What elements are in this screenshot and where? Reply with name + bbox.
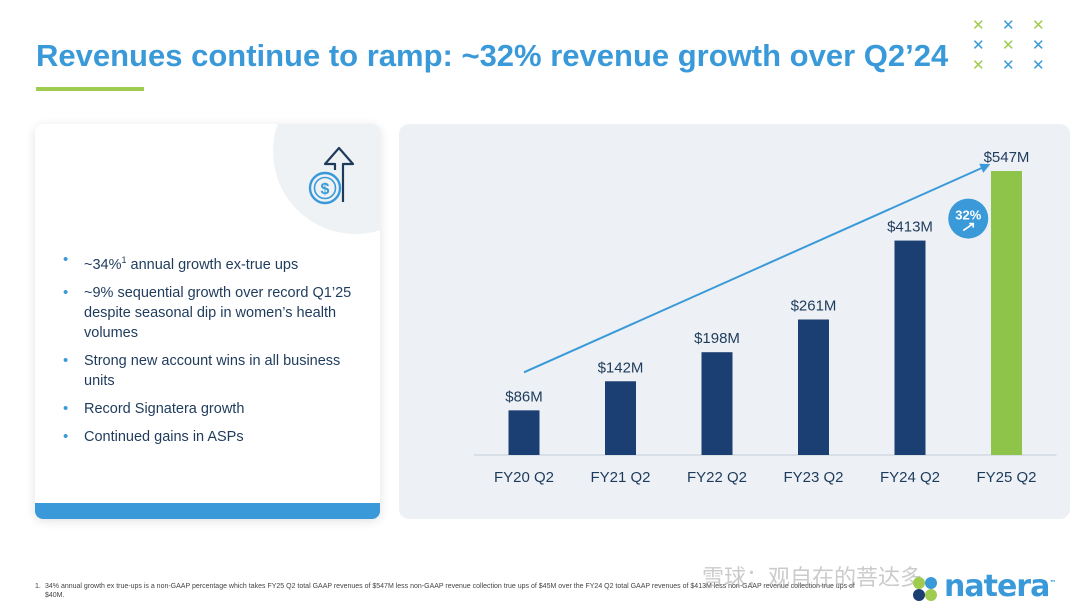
bar-value-label: $198M	[694, 330, 740, 347]
bullet-item: Continued gains in ASPs	[63, 427, 363, 447]
x-mark-icon: ✕	[1002, 57, 1015, 74]
bullet-text: ~9% sequential growth over record Q1’25 …	[84, 284, 352, 341]
natera-logo-mark-icon	[913, 577, 937, 601]
bar-fy24-q2	[894, 240, 926, 455]
bullet-text: ~34%	[84, 256, 122, 273]
bar-fy22-q2	[701, 352, 733, 455]
category-label: FY23 Q2	[783, 469, 843, 486]
bullet-item: Strong new account wins in all business …	[63, 351, 363, 391]
title-underline	[36, 87, 144, 91]
revenue-chart-card: $86M FY20 Q2 $142M FY21 Q2 $198M FY22 Q2 $261M…	[399, 124, 1070, 519]
bar-fy25-q2	[991, 171, 1022, 455]
footnote: 1. 34% annual growth ex true-ups is a no…	[35, 582, 875, 600]
bar-value-label: $142M	[598, 359, 644, 376]
growth-badge-label: 32%	[955, 208, 981, 223]
x-mark-icon: ✕	[1002, 37, 1015, 54]
bar-value-label: $413M	[887, 219, 933, 236]
x-mark-icon: ✕	[1002, 17, 1015, 34]
growth-badge: 32%	[948, 198, 989, 239]
bar-fy23-q2	[798, 319, 829, 455]
svg-text:$: $	[321, 181, 330, 198]
bar-value-label: $547M	[984, 149, 1030, 166]
logo-text: natera	[944, 569, 1050, 604]
slide-title: Revenues continue to ramp: ~32% revenue …	[36, 38, 949, 73]
footnote-text: 34% annual growth ex true-ups is a non-G…	[45, 583, 855, 599]
footnote-ref: 1	[121, 255, 127, 265]
x-mark-icon: ✕	[1032, 17, 1045, 34]
bar-value-label: $261M	[791, 297, 837, 314]
category-label: FY21 Q2	[590, 469, 650, 486]
bullet-item: ~9% sequential growth over record Q1’25 …	[63, 283, 363, 343]
card-accent-bar	[35, 503, 380, 519]
badge-trend-arrow-icon	[962, 222, 975, 232]
x-mark-icon: ✕	[972, 37, 985, 54]
revenue-bar-chart: $86M FY20 Q2 $142M FY21 Q2 $198M FY22 Q2 $261M…	[474, 149, 1057, 486]
bar-value-label: $86M	[505, 388, 543, 405]
x-mark-icon: ✕	[972, 17, 985, 34]
bullet-text: Strong new account wins in all business …	[84, 352, 341, 389]
category-label: FY24 Q2	[880, 469, 940, 486]
highlights-list: ~34%1 annual growth ex-true ups ~9% sequ…	[63, 250, 363, 455]
bar-fy20-q2	[508, 410, 540, 455]
x-mark-icon: ✕	[972, 57, 985, 74]
bullet-text: Record Signatera growth	[84, 400, 245, 417]
bullet-text-rest: annual growth ex-true ups	[126, 256, 299, 273]
bullet-text: Continued gains in ASPs	[84, 428, 244, 445]
growth-badge-circle	[948, 198, 989, 239]
category-label: FY25 Q2	[976, 469, 1036, 486]
watermark: 雪球：观自在的菩达多	[702, 566, 923, 591]
highlights-card: $ ~34%1 annual growth ex-true ups ~9% se…	[35, 124, 380, 519]
bullet-item: Record Signatera growth	[63, 399, 363, 419]
category-label: FY22 Q2	[687, 469, 747, 486]
category-label: FY20 Q2	[494, 469, 554, 486]
trend-arrow	[523, 163, 991, 374]
footnote-number: 1.	[35, 583, 41, 590]
dollar-up-arrow-icon: $	[308, 146, 355, 205]
logo-wordmark: natera™	[944, 569, 1056, 604]
bar-fy21-q2	[605, 381, 636, 455]
x-mark-icon: ✕	[1032, 37, 1045, 54]
logo-tm: ™	[1049, 579, 1056, 587]
bullet-item: ~34%1 annual growth ex-true ups	[63, 250, 363, 275]
x-mark-icon: ✕	[1032, 57, 1045, 74]
